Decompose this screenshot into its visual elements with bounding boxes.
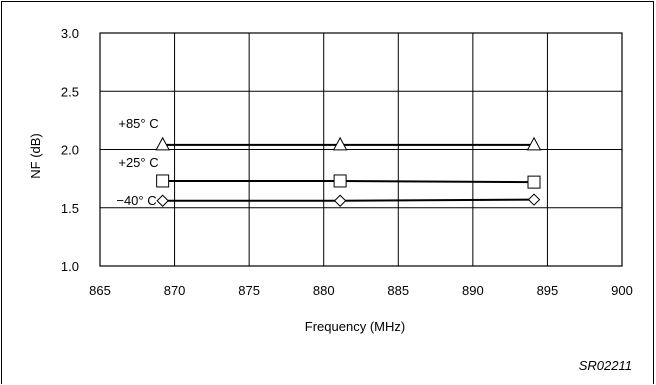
square-marker [527, 175, 541, 189]
y-tick-label: 2.0 [61, 143, 79, 158]
square-marker [156, 174, 170, 188]
figure-id: SR02211 [578, 358, 632, 373]
series-label: −40° C [116, 193, 156, 208]
y-tick-label: 3.0 [61, 26, 79, 41]
y-tick-label: 1.0 [61, 259, 79, 274]
x-axis-label: Frequency (MHz) [304, 319, 406, 334]
series-labels: +85° C +25° C −40° C [116, 116, 158, 208]
grid [99, 32, 623, 267]
y-tick-label: 1.5 [61, 201, 79, 216]
x-tick-label: 895 [537, 283, 559, 298]
series [155, 136, 542, 207]
x-tick-label: 865 [89, 283, 111, 298]
diamond-marker [156, 194, 169, 207]
y-tick-label: 2.5 [61, 84, 79, 99]
series-line [162, 179, 535, 184]
x-tick-label: 890 [462, 283, 484, 298]
square-marker [333, 174, 347, 188]
triangle-marker [155, 136, 170, 151]
x-tick-label: 875 [238, 283, 260, 298]
diamond-marker [333, 194, 347, 207]
x-tick-label: 900 [611, 283, 633, 298]
triangle-marker [526, 136, 542, 151]
series-label: +25° C [118, 155, 158, 170]
triangle-marker [332, 136, 348, 151]
series-label: +85° C [118, 116, 158, 131]
axes: 865 870 875 880 885 890 895 900 1.0 1.5 2.0 2.5 3.0 [61, 26, 633, 298]
series-line [162, 198, 535, 202]
x-tick-label: 885 [387, 283, 409, 298]
plot-area-border [99, 32, 623, 267]
y-axis-label: NF (dB) [28, 133, 43, 179]
x-tick-label: 880 [313, 283, 335, 298]
diamond-marker [527, 193, 541, 206]
x-tick-label: 870 [164, 283, 186, 298]
